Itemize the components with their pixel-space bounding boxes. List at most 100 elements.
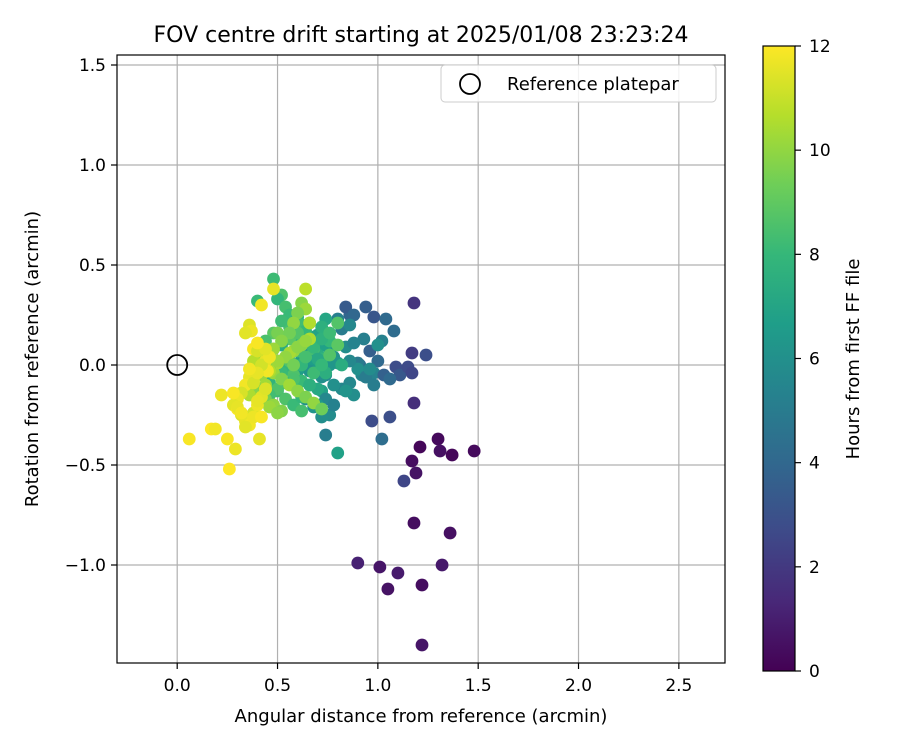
scatter-point (467, 444, 481, 458)
scatter-point (303, 316, 317, 330)
scatter-point (299, 350, 313, 364)
scatter-point (182, 432, 196, 446)
scatter-point (295, 404, 309, 418)
colorbar-label: Hours from first FF file (843, 259, 864, 460)
scatter-point (415, 578, 429, 592)
y-tick-label: 1.5 (79, 56, 106, 76)
x-axis-label: Angular distance from reference (arcmin) (235, 706, 608, 727)
y-axis-ticks: −1.0 −0.5 0.0 0.5 1.0 1.5 (65, 56, 117, 576)
scatter-point (315, 358, 329, 372)
x-tick-label: 2.5 (665, 676, 692, 696)
scatter-point (323, 326, 337, 340)
scatter-points (182, 272, 481, 652)
scatter-point (367, 378, 381, 392)
scatter-point (391, 566, 405, 580)
scatter-point (323, 348, 337, 362)
scatter-point (307, 366, 321, 380)
scatter-point (387, 324, 401, 338)
scatter-point (405, 454, 419, 468)
scatter-point (351, 362, 365, 376)
scatter-point (315, 402, 329, 416)
scatter-point (253, 432, 266, 446)
scatter-point (235, 406, 248, 420)
scatter-point (271, 292, 284, 306)
x-tick-label: 2.0 (565, 676, 592, 696)
scatter-point (275, 334, 288, 348)
reference-platepar-marker (166, 354, 189, 376)
scatter-point (367, 310, 381, 324)
scatter-point (409, 466, 423, 480)
chart-title: FOV centre drift starting at 2025/01/08 … (154, 23, 689, 48)
colorbar-tick-label: 6 (809, 350, 820, 370)
scatter-point (339, 300, 353, 314)
scatter-point (415, 638, 429, 652)
scatter-point (343, 318, 357, 332)
scatter-point (247, 376, 260, 390)
scatter-point (299, 282, 313, 296)
legend: Reference platepar (440, 64, 717, 103)
legend-marker (459, 73, 481, 95)
scatter-point (407, 296, 421, 310)
scatter-point (339, 384, 353, 398)
scatter-point (347, 336, 361, 350)
scatter-point (371, 354, 385, 368)
scatter-point (214, 388, 228, 402)
scatter-point (303, 378, 317, 392)
scatter-point (226, 386, 240, 400)
scatter-point (331, 316, 345, 330)
scatter-point (393, 368, 407, 382)
colorbar-tick-label: 2 (809, 558, 820, 578)
scatter-point (267, 282, 280, 296)
scatter-point (291, 306, 304, 320)
scatter-point (228, 442, 242, 456)
scatter-point (275, 314, 288, 328)
scatter-point (363, 362, 377, 376)
scatter-point (220, 432, 234, 446)
scatter-point (251, 394, 264, 408)
scatter-point (373, 560, 387, 574)
y-tick-label: −0.5 (65, 456, 106, 476)
scatter-point (359, 300, 373, 314)
scatter-point (431, 432, 445, 446)
scatter-point (267, 272, 280, 286)
scatter-point (347, 308, 361, 322)
legend-box (440, 64, 717, 103)
scatter-point (255, 298, 268, 312)
scatter-point (379, 312, 393, 326)
scatter-point (331, 338, 345, 352)
y-tick-label: 1.0 (79, 156, 106, 176)
colorbar-tick-label: 4 (809, 454, 820, 474)
scatter-point (283, 326, 296, 340)
scatter-point (405, 366, 419, 380)
scatter-point (251, 336, 264, 350)
x-tick-label: 1.5 (465, 676, 492, 696)
scatter-point (397, 474, 411, 488)
scatter-point (335, 358, 349, 372)
scatter-point (407, 396, 421, 410)
x-tick-label: 1.0 (364, 676, 391, 696)
scatter-point (383, 372, 397, 386)
scatter-point (375, 432, 389, 446)
y-tick-label: 0.0 (79, 356, 106, 376)
scatter-point (287, 316, 300, 330)
colorbar (762, 45, 796, 672)
scatter-point (445, 448, 459, 462)
scatter-point (381, 582, 395, 596)
scatter-point (208, 422, 222, 436)
scatter-point (255, 410, 268, 424)
colorbar-tick-label: 12 (809, 37, 831, 57)
scatter-point (407, 516, 421, 530)
scatter-point (405, 346, 419, 360)
colorbar-tick-label: 0 (809, 662, 820, 682)
scatter-point (419, 348, 433, 362)
scatter-point (271, 406, 284, 420)
scatter-point (371, 338, 385, 352)
scatter-point (357, 332, 371, 346)
scatter-point (433, 444, 447, 458)
scatter-point (327, 378, 341, 392)
y-axis-label: Rotation from reference (arcmin) (22, 211, 43, 507)
scatter-point (331, 446, 345, 460)
x-tick-label: 0.0 (164, 676, 191, 696)
colorbar-tick-label: 10 (809, 141, 831, 161)
